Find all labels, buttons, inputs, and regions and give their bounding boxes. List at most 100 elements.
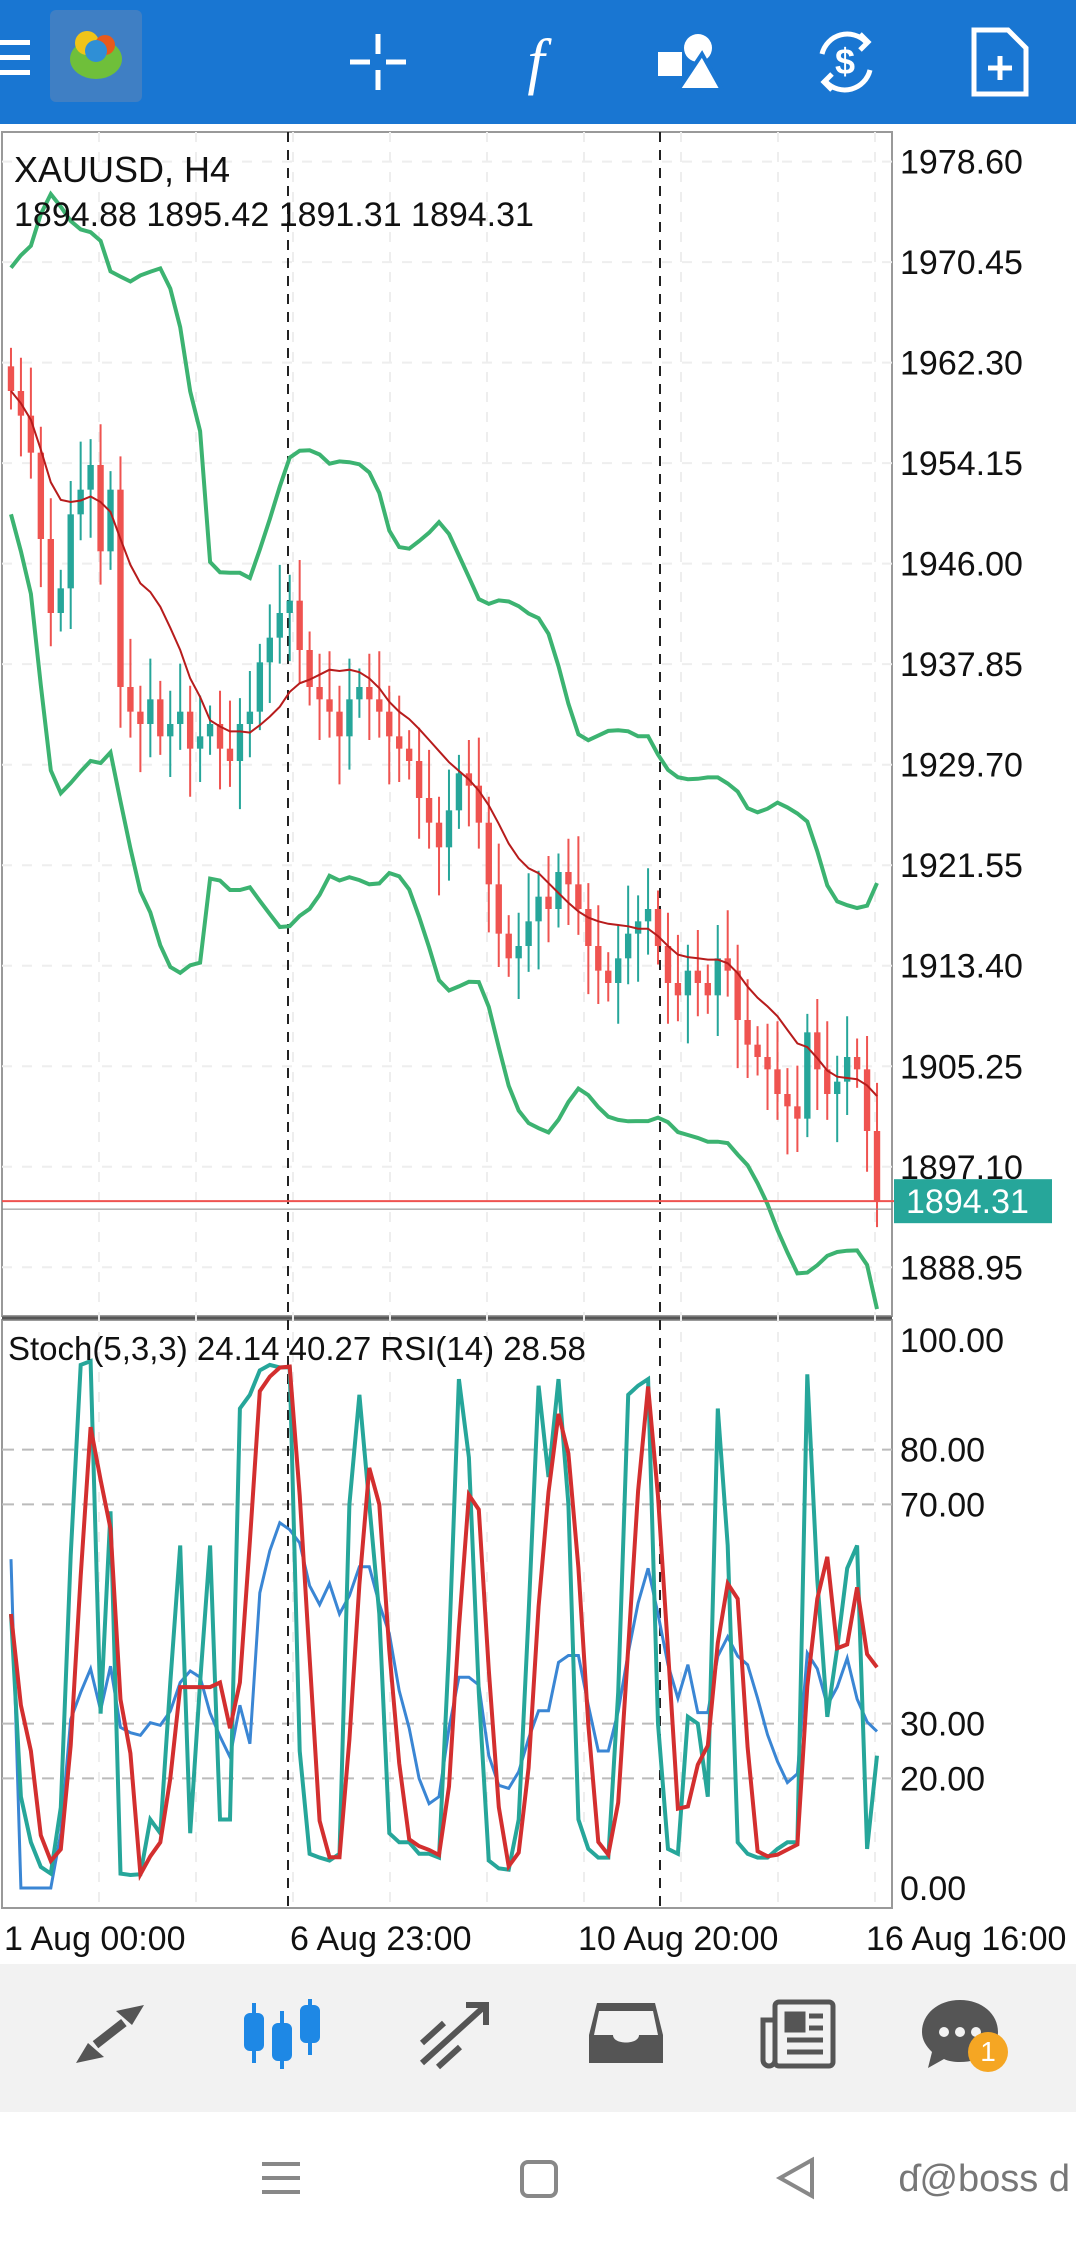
candle-body: [615, 958, 622, 983]
indicator-axis-label: 20.00: [900, 1760, 985, 1798]
indicator-axis-label: 100.00: [900, 1322, 1004, 1360]
candle-body: [595, 946, 602, 971]
price-axis-label: 1946.00: [900, 546, 1023, 584]
function-icon[interactable]: f: [527, 27, 545, 96]
indicator-axis-label: 0.00: [900, 1870, 966, 1908]
candle-body: [7, 366, 15, 391]
crosshair-icon[interactable]: [336, 20, 420, 104]
stoch-signal-line: [9, 1364, 879, 1882]
candle-body: [256, 662, 264, 712]
svg-text:$: $: [835, 41, 855, 82]
time-axis-label: 16 Aug 16:00: [866, 1920, 1066, 1958]
candle-body: [764, 1057, 771, 1070]
indicator-axis-label: 30.00: [900, 1706, 985, 1744]
candle-body: [386, 711, 393, 737]
candle-body: [445, 810, 453, 848]
candle-body: [97, 465, 104, 552]
candle-body: [236, 724, 244, 761]
price-axis-label: 1978.60: [900, 144, 1023, 182]
candle-body: [674, 983, 682, 996]
moving-average-line: [10, 390, 878, 1097]
candle-body: [216, 724, 224, 749]
trade-icon[interactable]: [404, 1984, 504, 2084]
stoch-main-line: [9, 1358, 879, 1878]
candle-body: [535, 896, 542, 922]
candle-body: [196, 736, 204, 749]
price-axis-label: 1954.15: [900, 445, 1023, 483]
candle-body: [167, 724, 174, 737]
recent-apps-icon[interactable]: [262, 2162, 300, 2194]
candle-body: [137, 711, 144, 724]
price-axis-label: 1888.95: [900, 1249, 1023, 1287]
candle-body: [87, 465, 94, 490]
candle-body: [843, 1057, 851, 1082]
candle-body: [784, 1094, 791, 1107]
messages-icon[interactable]: 1: [910, 1984, 1010, 2084]
candle-body: [863, 1069, 871, 1131]
candle-body: [734, 970, 741, 1020]
candle-body: [366, 687, 373, 700]
candle-body: [27, 415, 35, 453]
candle-body: [346, 699, 353, 737]
candle-body: [525, 921, 532, 946]
current-price-tag-text: 1894.31: [906, 1183, 1029, 1221]
time-axis-label: 10 Aug 20:00: [578, 1920, 778, 1958]
candle-body: [37, 452, 45, 539]
candle-body: [704, 983, 711, 996]
quotes-icon[interactable]: [60, 1984, 160, 2084]
time-axis-label: 1 Aug 00:00: [4, 1920, 186, 1958]
candle-body: [605, 970, 612, 983]
candle-body: [336, 711, 343, 737]
indicator-plot-frame: [1, 1319, 893, 1909]
back-icon[interactable]: [775, 2156, 814, 2200]
chart-icon[interactable]: [232, 1984, 332, 2084]
candle-body: [853, 1057, 861, 1070]
price-axis-label: 1913.40: [900, 948, 1023, 986]
candle-body: [475, 785, 483, 823]
history-icon[interactable]: [576, 1984, 676, 2084]
indicator-axis-label: 70.00: [900, 1486, 985, 1524]
chart-svg[interactable]: 1978.60 1970.45 1962.30 1954.15 1946.00 1937.…: [0, 124, 1076, 1964]
candle-body: [186, 711, 194, 749]
candle-body: [396, 736, 403, 749]
candle-body: [684, 970, 692, 996]
candle-body: [316, 687, 323, 700]
current-price-tag: [894, 1179, 1052, 1224]
trade-icon[interactable]: $: [804, 20, 888, 104]
main-plot-frame: [1, 131, 893, 1317]
candle-body: [326, 699, 333, 712]
candle-body: [77, 489, 84, 515]
candle-body: [306, 650, 313, 687]
candle-body: [754, 1044, 761, 1057]
news-icon[interactable]: [748, 1984, 848, 2084]
new-order-icon[interactable]: [958, 20, 1042, 104]
candle-body: [405, 748, 413, 761]
chart-area[interactable]: 1978.60 1970.45 1962.30 1954.15 1946.00 1937.…: [0, 124, 1076, 1964]
candle-body: [157, 699, 164, 737]
candle-body: [435, 822, 443, 848]
unread-badge: 1: [968, 2032, 1008, 2072]
candle-body: [744, 1020, 751, 1045]
candle-body: [206, 724, 214, 737]
candle-body: [376, 699, 383, 712]
candle-body: [555, 872, 562, 909]
price-axis-label: 1905.25: [900, 1048, 1023, 1086]
time-axis-label: 6 Aug 23:00: [290, 1920, 472, 1958]
candle-body: [127, 687, 134, 712]
candle-body: [415, 761, 423, 798]
app-logo-icon[interactable]: [50, 10, 142, 102]
candle-body: [425, 798, 433, 823]
indicator-header-label: Stoch(5,3,3) 24.14 40.27 RSI(14) 28.58: [8, 1330, 586, 1367]
price-axis-label: 1921.55: [900, 847, 1023, 885]
menu-icon[interactable]: [0, 22, 40, 102]
candle-body: [356, 687, 363, 700]
home-icon[interactable]: [520, 2160, 558, 2198]
candle-body: [246, 711, 254, 724]
candle-body: [226, 748, 234, 761]
ohlc-label: 1894.88 1895.42 1891.31 1894.31: [14, 196, 534, 234]
candle-body: [505, 933, 512, 959]
candle-body: [495, 884, 502, 934]
objects-icon[interactable]: [648, 20, 732, 104]
candle-body: [565, 872, 572, 885]
candle-body: [296, 600, 303, 650]
